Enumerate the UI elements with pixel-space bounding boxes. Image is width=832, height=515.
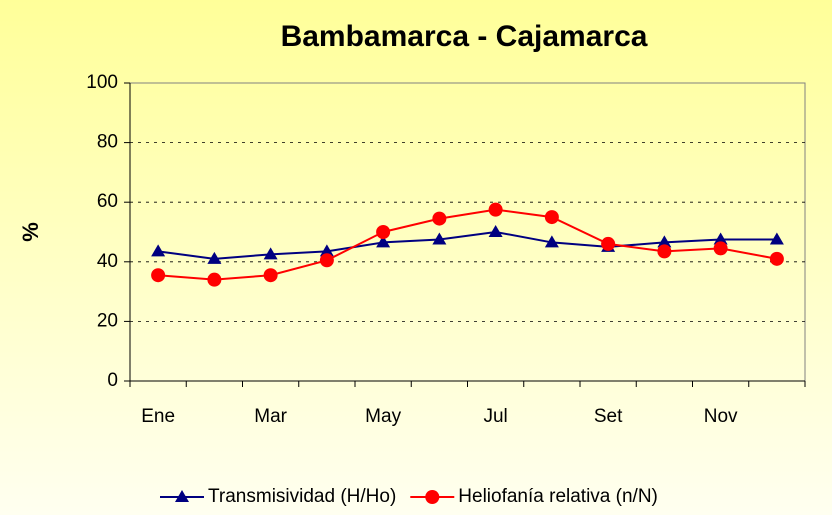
- data-point: [713, 241, 728, 256]
- data-point: [319, 244, 334, 257]
- y-tick-label: 20: [97, 310, 118, 331]
- data-point: [151, 268, 166, 283]
- data-point: [263, 247, 278, 260]
- y-tick-label: 0: [107, 370, 118, 391]
- y-tick-label: 80: [97, 132, 118, 153]
- series-line: [158, 208, 778, 281]
- legend-label: Transmisividad (H/Ho): [208, 486, 396, 507]
- data-point: [544, 235, 559, 248]
- data-point: [376, 235, 391, 248]
- x-tick-label: Jul: [483, 406, 507, 427]
- data-point: [207, 251, 222, 264]
- chart-title: Bambamarca - Cajamarca: [281, 20, 648, 53]
- data-point: [601, 236, 616, 251]
- data-point: [207, 272, 222, 287]
- data-point: [657, 244, 672, 259]
- legend-label: Heliofanía relativa (n/N): [458, 486, 658, 507]
- data-point: [319, 253, 334, 268]
- legend-marker: [175, 490, 189, 502]
- x-tick-label: May: [365, 406, 401, 427]
- data-point: [151, 244, 166, 257]
- data-point: [376, 225, 391, 239]
- series-line: [157, 230, 777, 260]
- data-point: [769, 232, 784, 245]
- y-tick-label: 60: [97, 191, 118, 212]
- y-tick-label: 40: [97, 251, 118, 272]
- y-axis-label: %: [18, 222, 43, 242]
- legend-marker: [425, 490, 440, 504]
- x-tick-label: Set: [594, 406, 623, 427]
- y-tick-label: 100: [86, 72, 118, 93]
- x-tick-label: Nov: [704, 406, 738, 427]
- data-point: [769, 251, 784, 266]
- data-point: [432, 211, 447, 226]
- data-point: [263, 268, 278, 283]
- data-point: [713, 232, 728, 245]
- data-point: [432, 232, 447, 245]
- x-tick-label: Mar: [254, 406, 287, 427]
- data-point: [657, 235, 672, 248]
- data-point: [544, 210, 559, 225]
- data-point: [488, 225, 503, 237]
- data-point: [488, 202, 503, 217]
- x-tick-label: Ene: [141, 406, 175, 427]
